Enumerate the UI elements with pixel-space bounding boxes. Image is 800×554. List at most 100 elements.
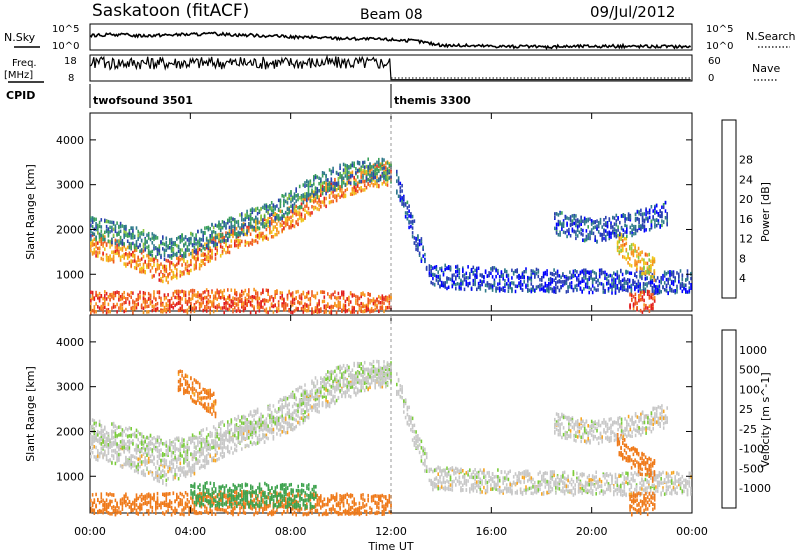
power-cell [307,308,310,313]
power-cell [372,301,375,306]
power-cell [102,296,104,301]
power-cell [320,307,322,311]
power-cell [225,306,227,310]
power-cell [95,290,97,295]
power-cell [353,307,355,311]
power-cell [353,293,355,297]
power-cell [256,303,259,308]
power-cell [133,253,136,258]
power-cell [490,283,492,287]
velocity-cell [184,470,187,474]
power-cell [602,270,605,275]
power-cell [325,183,327,187]
power-cell [216,233,218,237]
velocity-cell [276,423,278,427]
power-cell [376,181,378,185]
power-cell [93,237,96,241]
power-cell [658,288,661,293]
power-cell [212,309,215,314]
power-cell [351,187,354,192]
velocity-cell [132,464,134,468]
power-cell [369,170,371,174]
power-cell [348,170,350,175]
power-cell [140,231,143,235]
velocity-cell [320,393,322,398]
power-cell [209,227,211,231]
power-cell [580,227,582,232]
power-cell [605,229,607,233]
power-cell [262,305,264,310]
power-cell [167,307,169,311]
power-cell [620,232,622,237]
power-cell [207,299,210,304]
power-cell [511,281,513,285]
power-cell [209,308,211,313]
velocity-cell [302,418,305,422]
power-cell [580,215,582,220]
power-cell [132,233,134,237]
power-cell [118,252,120,256]
power-cell [160,303,162,307]
velocity-cell [262,432,264,437]
power-cell [265,310,268,314]
power-cell [190,297,192,302]
power-cell [237,240,240,244]
power-cell [634,212,637,217]
power-cell [385,171,387,175]
velocity-cell [160,471,162,476]
power-cell [311,211,313,215]
power-cell [564,230,567,235]
power-cell [100,225,103,229]
velocity-cell [114,450,117,455]
velocity-cell [165,462,168,467]
power-cell [267,209,269,213]
power-cell [184,309,187,313]
power-cell [255,207,257,211]
power-cell [607,287,610,291]
power-cell [221,233,224,237]
power-cell [218,305,220,309]
power-cell [265,298,268,303]
power-cell [553,273,555,277]
power-cell [360,170,362,175]
velocity-cell [237,440,240,444]
power-cell [555,287,557,291]
power-cell [374,162,376,167]
power-cell [207,241,210,245]
power-cell [230,220,233,224]
power-cell [172,306,175,310]
power-cell [107,302,110,307]
velocity-cell [202,464,204,468]
power-cell [437,270,439,274]
power-cell [140,248,143,253]
velocity-cell [283,427,285,431]
power-cell [585,237,588,242]
power-cell [323,196,326,201]
power-cell [342,292,345,297]
power-cell [227,246,229,250]
power-cell [142,245,145,249]
power-cell [500,274,503,278]
power-cell [197,251,199,255]
velocity-cell [204,465,206,470]
power-cell [490,271,492,275]
power-cell [641,267,643,271]
power-cell [399,181,402,186]
power-cell [100,242,103,246]
power-cell [130,263,132,268]
power-cell [554,212,556,216]
power-cell [663,281,666,285]
power-cell [349,165,352,169]
power-cell [302,196,305,201]
power-cell [502,286,504,290]
power-cell [111,220,113,225]
velocity-cell [132,454,134,458]
power-cell [650,295,652,300]
power-cell [234,225,236,230]
power-cell [123,295,125,299]
power-cell [569,222,572,227]
velocity-cell [207,443,210,448]
power-cell [396,179,398,183]
power-cell [142,310,145,314]
power-cell [144,248,146,252]
